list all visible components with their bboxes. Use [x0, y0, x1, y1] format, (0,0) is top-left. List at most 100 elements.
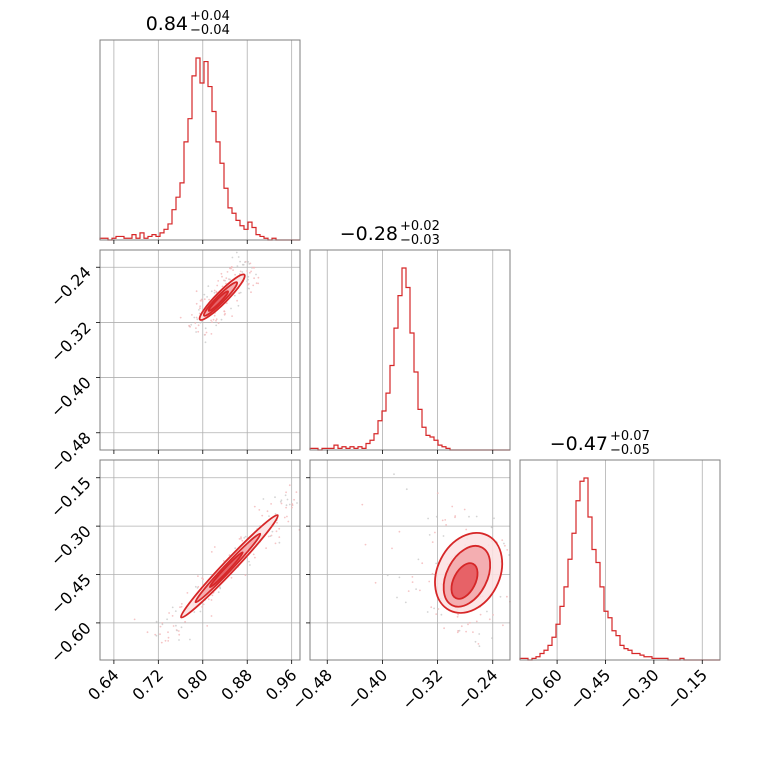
pair-0-sample-115 — [252, 266, 254, 269]
pair-0-sample-148 — [213, 314, 216, 317]
pair-1-sample-61 — [275, 530, 278, 533]
pair-1-sample-66 — [269, 535, 272, 537]
pair-2-sample-64 — [374, 581, 377, 584]
hist-2-steps — [519, 477, 720, 661]
pair-2-sample-131 — [465, 630, 467, 633]
pair-0-sample-158 — [217, 280, 220, 282]
pair-0-sample-147 — [196, 318, 199, 321]
pair-1-sample-88 — [167, 636, 170, 639]
pair-1-sample-144 — [249, 564, 251, 566]
pair-1-sample-114 — [199, 610, 202, 613]
pair-0-sample-54 — [199, 321, 202, 324]
pair-1-sample-89 — [207, 598, 210, 601]
pair-2-sample-124 — [391, 547, 393, 550]
pair-1-sample-116 — [180, 605, 183, 608]
pair-1-sample-94 — [274, 542, 277, 545]
param-2-xticklabel-0: −0.60 — [518, 665, 566, 713]
pair-0-sample-137 — [223, 279, 225, 282]
pair-0-sample-56 — [211, 321, 213, 323]
pair-1-sample-127 — [202, 603, 205, 606]
pair-0-sample-47 — [208, 298, 211, 301]
pair-1-sample-86 — [178, 633, 181, 636]
pair-1-sample-117 — [244, 535, 247, 538]
pair-1-level-2 — [208, 551, 244, 589]
pair-0-sample-75 — [247, 261, 250, 263]
pair-1-sample-43 — [211, 594, 214, 597]
param-1-title-value: −0.28 — [340, 223, 398, 245]
pair-1-sample-143 — [201, 606, 204, 608]
pair-0-sample-50 — [230, 267, 232, 270]
pair-1-sample-141 — [288, 503, 291, 506]
pair-0-sample-63 — [239, 291, 242, 294]
hist-1-frame — [309, 249, 511, 451]
pair-0-sample-28 — [253, 277, 256, 280]
pair-0-sample-101 — [225, 277, 228, 279]
pair-2-sample-150 — [493, 517, 495, 520]
pair-0-sample-111 — [210, 290, 213, 293]
pair-2-sample-16 — [441, 519, 444, 522]
pair-1-sample-34 — [146, 631, 149, 634]
pair-0-sample-57 — [220, 318, 223, 321]
hist-panel-0 — [99, 39, 301, 244]
pair-1-sample-39 — [175, 624, 177, 627]
pair-1-sample-57 — [194, 585, 197, 588]
pair-0-sample-87 — [215, 324, 218, 327]
pair-2-sample-106 — [419, 589, 421, 592]
panels-layer: −0.60 −0.45 −0.30 −0.15−0.48−0.40−0.32−0.24… — [47, 39, 721, 713]
pair-2-sample-94 — [457, 630, 459, 632]
pair-2-sample-11 — [435, 613, 438, 615]
pair-2-sample-113 — [457, 613, 459, 616]
pair-1-sample-136 — [167, 631, 169, 634]
pair-2-sample-78 — [405, 488, 408, 491]
pair-2-sample-53 — [501, 539, 504, 541]
pair-0-sample-38 — [188, 324, 191, 327]
hist-0-frame — [99, 39, 301, 241]
pair-0-sample-104 — [239, 270, 242, 273]
pair-1-sample-80 — [222, 560, 225, 562]
pair-1-sample-23 — [291, 506, 293, 509]
pair-1-sample-55 — [270, 503, 272, 505]
pair-0-sample-126 — [195, 331, 198, 333]
hist-2-frame — [519, 459, 721, 661]
pair-2-sample-5 — [361, 503, 364, 506]
pair-2-sample-137 — [479, 613, 482, 616]
pair-0-sample-6 — [247, 275, 250, 278]
pair-2-sample-156 — [440, 613, 443, 616]
pair-1-sample-8 — [159, 625, 162, 628]
pair-0-sample-77 — [234, 273, 237, 276]
pair-2-sample-132 — [433, 607, 435, 610]
pair-0-sample-70 — [255, 282, 258, 285]
param-2-title-value: −0.47 — [550, 433, 608, 455]
param-0-err-minus: −0.04 — [190, 23, 230, 38]
pair-0-sample-105 — [204, 341, 207, 344]
pair-1-sample-3 — [217, 591, 220, 594]
param-1-yticklabel-3: −0.24 — [47, 263, 95, 311]
pair-0-sample-51 — [230, 307, 232, 310]
pair-1-sample-84 — [274, 496, 276, 499]
param-1-yticklabel-1: −0.40 — [47, 373, 95, 421]
pair-1-sample-98 — [213, 546, 216, 548]
pair-1-sample-104 — [265, 547, 267, 549]
pair-2-sample-33 — [486, 610, 488, 613]
pair-1-sample-75 — [193, 611, 196, 613]
pair-0-sample-153 — [203, 293, 206, 296]
pair-1-sample-26 — [184, 620, 187, 623]
pair-0-sample-131 — [231, 315, 234, 317]
param-2-xticklabel-1: −0.45 — [566, 665, 614, 713]
pair-1-sample-123 — [243, 537, 246, 539]
pair-2-sample-141 — [427, 517, 429, 520]
pair-0-sample-33 — [241, 271, 244, 273]
pair-2-frame — [309, 459, 511, 661]
pair-0-sample-151 — [189, 325, 192, 328]
pair-0-sample-83 — [246, 270, 249, 272]
pair-0-sample-67 — [203, 298, 206, 301]
pair-2-sample-121 — [430, 606, 433, 609]
pair-2-sample-70 — [364, 543, 367, 546]
pair-2-sample-45 — [404, 601, 407, 604]
pair-2-sample-125 — [492, 614, 494, 616]
pair-1-sample-81 — [171, 606, 174, 609]
pair-0-sample-73 — [223, 313, 226, 316]
pair-2-sample-6 — [468, 515, 470, 518]
pair-1-sample-7 — [154, 633, 157, 636]
pair-1-sample-59 — [172, 625, 175, 627]
